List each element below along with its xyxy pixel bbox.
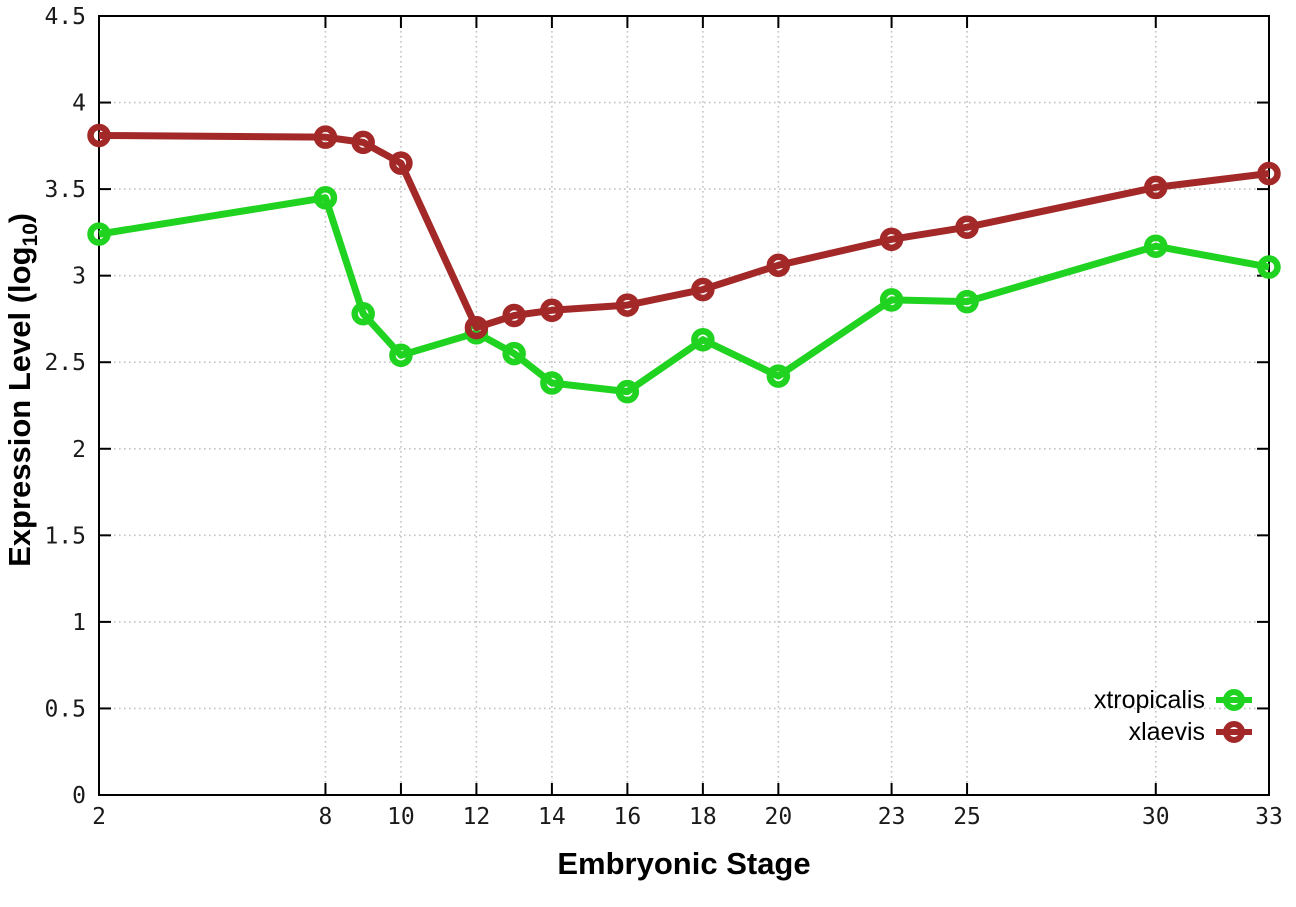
data-point-xlaevis bbox=[389, 151, 413, 175]
data-point-xtropicalis bbox=[1257, 255, 1281, 279]
x-tick-label: 2 bbox=[92, 804, 106, 830]
legend: xtropicalis xlaevis bbox=[1094, 684, 1253, 748]
y-tick-label: 1 bbox=[72, 610, 86, 636]
y-tick-label: 3.5 bbox=[44, 177, 86, 203]
data-point-xlaevis bbox=[351, 130, 375, 155]
data-point-xtropicalis bbox=[955, 289, 979, 314]
legend-item-xlaevis: xlaevis bbox=[1094, 716, 1253, 748]
legend-marker-xlaevis bbox=[1216, 721, 1252, 743]
y-tick-label: 0.5 bbox=[44, 696, 86, 722]
y-tick-label: 0 bbox=[72, 783, 86, 809]
data-point-xtropicalis bbox=[540, 371, 564, 395]
legend-label-xlaevis: xlaevis bbox=[1128, 717, 1205, 746]
series-layer bbox=[87, 123, 1281, 404]
y-axis-title: Expression Level (log10) bbox=[2, 213, 42, 567]
y-tick-label: 4.5 bbox=[44, 4, 86, 30]
data-point-xlaevis bbox=[87, 123, 111, 148]
data-point-xtropicalis bbox=[87, 222, 111, 246]
x-tick-label: 20 bbox=[765, 804, 793, 830]
grid-layer bbox=[99, 16, 1269, 795]
series-line-xlaevis bbox=[98, 131, 1270, 332]
tick-layer bbox=[98, 15, 1270, 796]
tick-label-layer: 2 8 10 12 14 16 18 20 23 25 30 33 0 0.5 1 1.5 2 2.5 3 3.5 4 4… bbox=[44, 4, 1282, 830]
y-tick-label: 2.5 bbox=[44, 350, 86, 376]
data-point-xlaevis bbox=[879, 227, 904, 252]
x-axis-title: Embryonic Stage bbox=[557, 846, 810, 881]
data-point-xtropicalis bbox=[351, 302, 375, 326]
y-tick-label: 3 bbox=[72, 264, 86, 290]
y-tick-label: 4 bbox=[72, 91, 86, 117]
y-tick-label: 2 bbox=[72, 437, 86, 463]
legend-marker-xtropicalis bbox=[1216, 689, 1252, 711]
x-tick-label: 10 bbox=[387, 804, 415, 830]
x-tick-label: 16 bbox=[614, 804, 642, 830]
x-tick-label: 33 bbox=[1255, 804, 1283, 830]
data-point-xlaevis bbox=[540, 298, 564, 323]
plot-border bbox=[98, 15, 1270, 796]
data-point-xtropicalis bbox=[766, 364, 791, 388]
data-point-xtropicalis bbox=[615, 379, 640, 404]
x-tick-label: 18 bbox=[689, 804, 717, 830]
y-tick-label: 1.5 bbox=[44, 523, 86, 549]
data-point-xlaevis bbox=[313, 125, 338, 149]
legend-item-xtropicalis: xtropicalis bbox=[1094, 684, 1253, 716]
x-tick-label: 23 bbox=[878, 804, 906, 830]
data-point-xlaevis bbox=[1257, 161, 1281, 186]
data-point-xlaevis bbox=[464, 315, 489, 340]
legend-label-xtropicalis: xtropicalis bbox=[1093, 685, 1205, 714]
data-point-xtropicalis bbox=[691, 327, 715, 352]
x-tick-label: 30 bbox=[1142, 804, 1170, 830]
x-tick-label: 8 bbox=[319, 804, 333, 830]
data-point-xlaevis bbox=[615, 293, 640, 317]
data-point-xtropicalis bbox=[1144, 234, 1168, 258]
data-point-xlaevis bbox=[766, 253, 791, 278]
data-point-xlaevis bbox=[502, 303, 526, 328]
x-tick-label: 12 bbox=[463, 804, 491, 830]
data-point-xtropicalis bbox=[879, 288, 904, 312]
data-point-xlaevis bbox=[955, 215, 979, 239]
data-point-xtropicalis bbox=[502, 341, 526, 366]
x-tick-label: 14 bbox=[538, 804, 566, 830]
data-point-xtropicalis bbox=[313, 186, 338, 210]
plot-frame bbox=[98, 15, 1270, 796]
data-point-xlaevis bbox=[1144, 175, 1168, 200]
data-point-xtropicalis bbox=[389, 343, 413, 368]
data-point-xlaevis bbox=[691, 277, 715, 302]
x-tick-label: 25 bbox=[953, 804, 981, 830]
